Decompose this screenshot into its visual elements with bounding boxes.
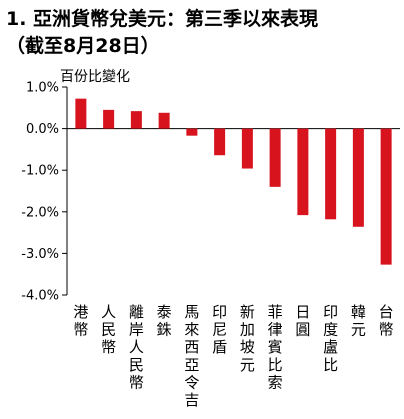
category-label: 港幣 [73, 303, 88, 339]
y-tick-label: -1.0% [21, 164, 59, 179]
y-tick-label: 0.0% [26, 122, 59, 137]
chart-title: 1. 亞洲貨幣兌美元：第三季以來表現 （截至8月28日） [6, 8, 319, 57]
bar [158, 112, 170, 129]
y-tick-label: 1.0% [26, 81, 59, 96]
category-label: 印尼盾 [212, 303, 227, 356]
category-label: 韓元 [351, 303, 366, 339]
category-label: 菲律賓比索 [268, 303, 283, 391]
category-label: 新加坡元 [240, 303, 255, 374]
category-label: 印度盧比 [323, 303, 338, 374]
y-tick-label: -3.0% [21, 247, 59, 262]
y-axis-label: 百份比變化 [60, 69, 130, 85]
bar [325, 128, 337, 220]
category-label: 離岸人民幣 [129, 303, 144, 391]
bar [380, 128, 392, 265]
bar [103, 109, 115, 129]
bar [75, 98, 87, 129]
bar [214, 128, 226, 156]
bar [269, 128, 281, 187]
bar [352, 128, 364, 227]
y-tick-label: -2.0% [21, 205, 59, 220]
bar [186, 128, 198, 136]
category-label: 馬來西亞令吉 [184, 303, 199, 409]
bar [241, 128, 253, 169]
bar [297, 128, 309, 216]
category-label: 日圓 [295, 303, 310, 339]
y-tick-label: -4.0% [21, 289, 59, 304]
category-label: 人民幣 [101, 303, 116, 356]
bar [130, 111, 142, 129]
category-label: 泰銖 [157, 303, 172, 339]
category-label: 台幣 [379, 303, 394, 339]
